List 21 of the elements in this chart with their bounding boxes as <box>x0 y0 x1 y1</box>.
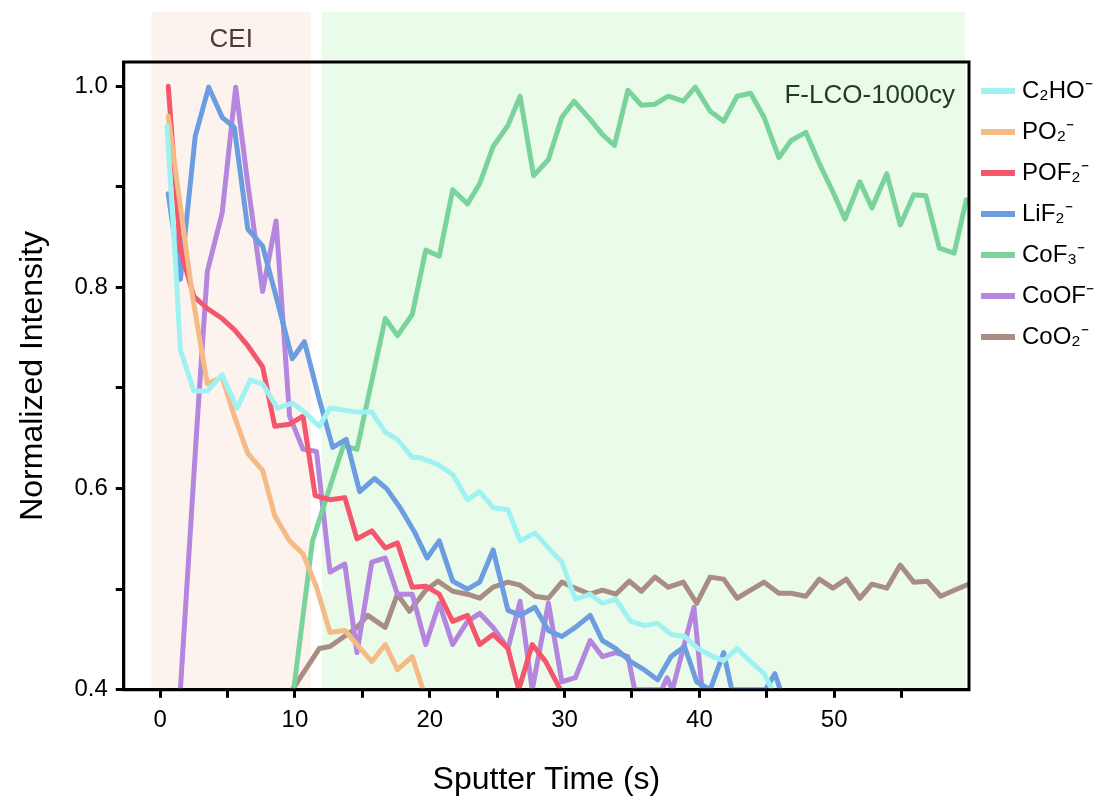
band-label: CEI <box>209 23 253 54</box>
x-axis-title: Sputter Time (s) <box>432 759 661 796</box>
legend-label: CoF₃⁻ <box>1021 239 1086 267</box>
x-tick-label: 10 <box>281 704 309 732</box>
legend-label: C₂HO⁻ <box>1021 75 1093 103</box>
x-tick-label: 30 <box>551 704 578 732</box>
legend-label: LiF₂⁻ <box>1021 198 1073 226</box>
annotation: F-LCO-1000cy <box>784 79 955 110</box>
y-tick-label: 0.6 <box>74 473 108 501</box>
y-tick-label: 1.0 <box>74 70 108 98</box>
legend-label: CoO₂⁻ <box>1021 321 1089 349</box>
y-axis-title: Normalized Intensity <box>13 230 50 521</box>
x-tick-label: 20 <box>416 704 444 732</box>
legend-label: CoOF⁻ <box>1021 280 1095 308</box>
y-tick-label: 0.4 <box>74 674 108 702</box>
legend-label: PO₂⁻ <box>1021 116 1074 144</box>
y-tick-label: 0.8 <box>74 271 108 299</box>
legend-label: POF₂⁻ <box>1021 157 1089 185</box>
x-tick-label: 0 <box>153 704 167 732</box>
x-tick-label: 50 <box>820 704 848 732</box>
x-tick-label: 40 <box>686 704 713 732</box>
